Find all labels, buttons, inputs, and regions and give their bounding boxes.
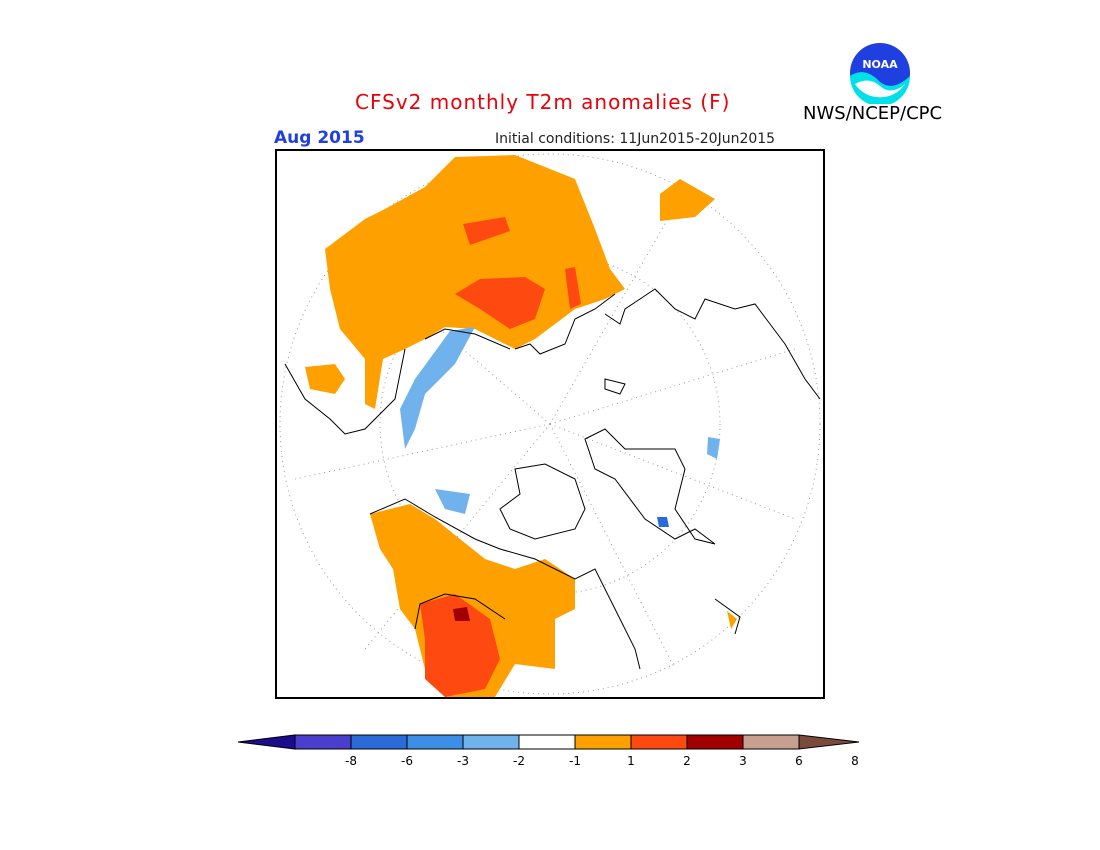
noaa-logo-icon: NOAA — [850, 43, 910, 104]
initial-conditions-label: Initial conditions: 11Jun2015-20Jun2015 — [495, 131, 776, 147]
colorbar-tick-label: -6 — [401, 754, 413, 768]
ne-asia-warm-region — [660, 179, 715, 221]
colorbar-tick-label: -2 — [513, 754, 525, 768]
colorbar-tick-label: 2 — [683, 754, 691, 768]
europe-cool-patch — [707, 437, 720, 459]
colorbar-cell — [406, 734, 464, 750]
colorbar-cell — [518, 734, 576, 750]
colorbar-cell — [742, 734, 800, 750]
colorbar — [238, 734, 860, 750]
greenland-cool-spot — [657, 517, 669, 527]
colorbar-tick-label: 6 — [795, 754, 803, 768]
colorbar-tick-label: -8 — [345, 754, 357, 768]
greenland-warm-patch — [727, 611, 737, 629]
forecast-month: Aug 2015 — [274, 128, 365, 148]
eurasia-hot-region-3 — [565, 267, 581, 309]
colorbar-cell — [574, 734, 632, 750]
agency-label: NWS/NCEP/CPC — [803, 103, 943, 124]
chart-title: CFSv2 monthly T2m anomalies (F) — [355, 90, 731, 114]
polar-map — [275, 149, 825, 699]
coastlines — [284, 288, 821, 670]
colorbar-tick-label: 1 — [627, 754, 635, 768]
colorbar-arrow-low — [238, 734, 296, 750]
eurasia-hot-region-2 — [455, 277, 545, 329]
logo-text: NOAA — [862, 58, 898, 71]
colorbar-tick-label: 3 — [739, 754, 747, 768]
europe-warm-patch — [305, 364, 345, 394]
colorbar-cell — [462, 734, 520, 750]
arctic-canada-cool-patch — [435, 489, 470, 514]
colorbar-cell — [294, 734, 352, 750]
siberia-cool-strip — [400, 327, 475, 449]
colorbar-arrow-high — [798, 734, 860, 750]
colorbar-tick-label: -3 — [457, 754, 469, 768]
north-america-hot-region — [420, 594, 500, 697]
north-america-very-hot-spot — [453, 607, 470, 621]
colorbar-cell — [350, 734, 408, 750]
north-america-warm-region — [370, 504, 575, 697]
colorbar-cell — [686, 734, 744, 750]
colorbar-tick-label: -1 — [569, 754, 581, 768]
colorbar-cell — [630, 734, 688, 750]
colorbar-tick-label: 8 — [851, 754, 859, 768]
eurasia-hot-region-1 — [463, 217, 510, 245]
